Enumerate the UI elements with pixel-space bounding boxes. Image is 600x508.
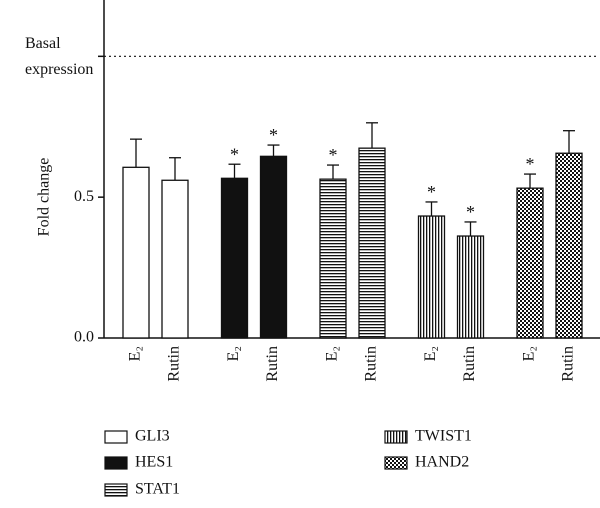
- x-tick-label: E₂: [127, 346, 144, 361]
- y-tick-label: 0.5: [74, 188, 94, 205]
- x-tick-label: E₂: [521, 346, 538, 361]
- bar: [555, 152, 583, 339]
- x-tick-label: E₂: [422, 346, 439, 361]
- y-axis-label: Fold change: [36, 158, 53, 237]
- x-tick-label: Rutin: [166, 346, 183, 382]
- bar: [417, 215, 446, 339]
- significance-label: *: [269, 125, 278, 145]
- bar: [319, 178, 347, 339]
- bar: [456, 235, 485, 339]
- legend-swatch: [384, 430, 408, 444]
- significance-label: *: [329, 145, 338, 165]
- bar: [358, 147, 386, 339]
- legend-label: GLI3: [135, 428, 170, 445]
- x-tick-label: Rutin: [461, 346, 478, 382]
- legend-swatch: [384, 456, 408, 470]
- bar: [122, 166, 150, 339]
- bar: [516, 187, 544, 339]
- x-tick-label: Rutin: [560, 346, 577, 382]
- significance-label: *: [230, 144, 239, 164]
- reference-label: Basal: [25, 35, 61, 52]
- x-tick-label: E₂: [324, 346, 341, 361]
- legend-label: HES1: [135, 454, 173, 471]
- significance-label: *: [466, 202, 475, 222]
- legend-swatch: [104, 483, 128, 497]
- legend-swatch: [104, 456, 128, 470]
- legend-label: TWIST1: [415, 428, 472, 445]
- x-tick-label: E₂: [225, 346, 242, 361]
- reference-label: expression: [25, 61, 93, 78]
- legend-label: HAND2: [415, 454, 469, 471]
- bar: [161, 179, 189, 339]
- bar: [259, 155, 288, 339]
- significance-label: *: [526, 154, 535, 174]
- legend-label: STAT1: [135, 481, 180, 498]
- legend-swatch: [104, 430, 128, 444]
- bar: [220, 177, 249, 339]
- x-tick-label: Rutin: [363, 346, 380, 382]
- significance-label: *: [427, 182, 436, 202]
- x-tick-label: Rutin: [264, 346, 281, 382]
- y-tick-label: 0.0: [74, 329, 94, 346]
